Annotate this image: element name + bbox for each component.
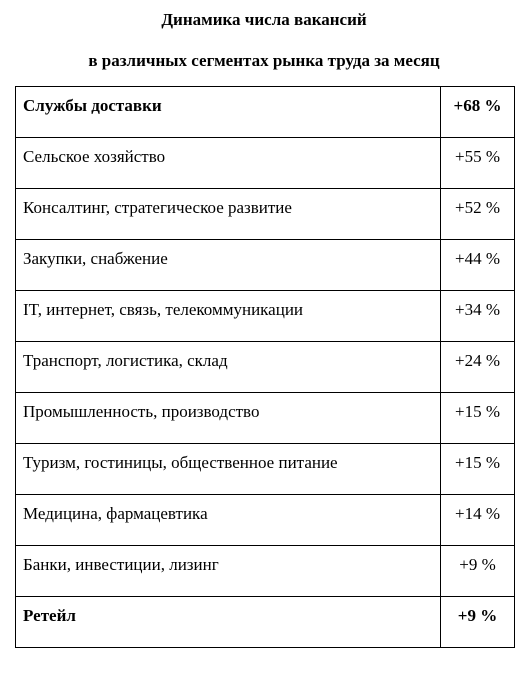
vacancy-dynamics-table: Службы доставки +68 % Сельское хозяйство… <box>15 86 515 648</box>
segment-cell: Консалтинг, стратегическое развитие <box>15 188 441 240</box>
change-cell: +44 % <box>440 239 515 291</box>
segment-cell: Банки, инвестиции, лизинг <box>15 545 441 597</box>
table-row: Туризм, гостиницы, общественное питание … <box>15 443 515 495</box>
change-cell: +68 % <box>440 86 515 138</box>
table-row: Сельское хозяйство +55 % <box>15 137 515 189</box>
segment-cell: IT, интернет, связь, телекоммуникации <box>15 290 441 342</box>
table-row: Закупки, снабжение +44 % <box>15 239 515 291</box>
change-cell: +14 % <box>440 494 515 546</box>
change-cell: +15 % <box>440 443 515 495</box>
change-cell: +9 % <box>440 596 515 648</box>
segment-cell: Промышленность, производство <box>15 392 441 444</box>
table-row: Транспорт, логистика, склад +24 % <box>15 341 515 393</box>
change-cell: +55 % <box>440 137 515 189</box>
segment-cell: Ретейл <box>15 596 441 648</box>
table-row: Медицина, фармацевтика +14 % <box>15 494 515 546</box>
table-row: IT, интернет, связь, телекоммуникации +3… <box>15 290 515 342</box>
change-cell: +15 % <box>440 392 515 444</box>
table-row: Службы доставки +68 % <box>15 86 515 138</box>
table-row: Консалтинг, стратегическое развитие +52 … <box>15 188 515 240</box>
page-title: Динамика числа вакансий <box>161 10 367 29</box>
change-cell: +34 % <box>440 290 515 342</box>
table-row: Банки, инвестиции, лизинг +9 % <box>15 545 515 597</box>
segment-cell: Закупки, снабжение <box>15 239 441 291</box>
change-cell: +52 % <box>440 188 515 240</box>
change-cell: +9 % <box>440 545 515 597</box>
table-row: Ретейл +9 % <box>15 596 515 648</box>
page-subtitle: в различных сегментах рынка труда за мес… <box>88 51 440 70</box>
segment-cell: Сельское хозяйство <box>15 137 441 189</box>
change-cell: +24 % <box>440 341 515 393</box>
segment-cell: Транспорт, логистика, склад <box>15 341 441 393</box>
segment-cell: Медицина, фармацевтика <box>15 494 441 546</box>
segment-cell: Службы доставки <box>15 86 441 138</box>
table-row: Промышленность, производство +15 % <box>15 392 515 444</box>
segment-cell: Туризм, гостиницы, общественное питание <box>15 443 441 495</box>
